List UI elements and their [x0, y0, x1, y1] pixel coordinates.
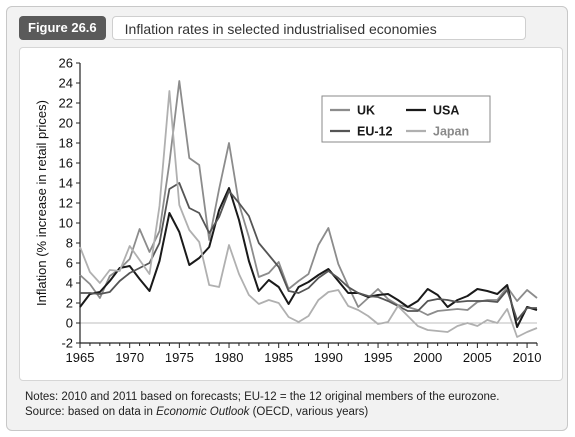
figure-frame: Figure 26.6 Inflation rates in selected … [6, 6, 568, 431]
source-prefix: Source: based on data in [25, 406, 157, 418]
series-line-usa [79, 187, 538, 328]
y-tick-label: 20 [59, 116, 73, 131]
notes-line: Notes: 2010 and 2011 based on forecasts;… [25, 391, 500, 403]
y-tick-label: 2 [66, 296, 73, 311]
y-tick-label: 10 [59, 216, 73, 231]
y-tick-label: 22 [59, 96, 73, 111]
x-tick-label: 2000 [413, 350, 442, 365]
source-title: Economic Outlook [156, 406, 250, 418]
x-tick-label: 1965 [66, 350, 95, 365]
series-line-japan [79, 90, 538, 338]
x-tick-label: 1980 [215, 350, 244, 365]
x-tick-label: 2010 [513, 350, 542, 365]
figure-header: Figure 26.6 Inflation rates in selected … [19, 15, 526, 41]
figure-label: Figure 26.6 [19, 16, 106, 40]
x-tick-label: 1990 [314, 350, 343, 365]
series-line-uk [79, 80, 538, 316]
legend-label-uk: UK [357, 104, 375, 118]
series-line-eu-12 [80, 182, 537, 321]
y-tick-label: 26 [59, 56, 73, 71]
x-tick-label: 1985 [264, 350, 293, 365]
y-tick-label: 6 [66, 256, 73, 271]
legend-label-eu-12: EU-12 [357, 125, 392, 139]
x-tick-label: 2005 [463, 350, 492, 365]
source-suffix: (OECD, various years) [249, 406, 369, 418]
y-tick-label: -2 [61, 336, 73, 351]
legend-label-usa: USA [433, 104, 459, 118]
y-tick-label: 18 [59, 136, 73, 151]
x-tick-label: 1975 [165, 350, 194, 365]
x-tick-label: 1970 [115, 350, 144, 365]
y-tick-label: 14 [59, 176, 73, 191]
y-tick-label: 8 [66, 236, 73, 251]
y-axis-title: Inflation (% increase in retail prices) [34, 100, 49, 306]
figure-notes: Notes: 2010 and 2011 based on forecasts;… [25, 390, 565, 420]
y-tick-label: 4 [66, 276, 73, 291]
y-tick-label: 24 [59, 76, 73, 91]
x-tick-label: 1995 [364, 350, 393, 365]
legend-label-japan: Japan [433, 125, 469, 139]
y-tick-label: 0 [66, 316, 73, 331]
legend-box [321, 95, 491, 143]
y-tick-label: 12 [59, 196, 73, 211]
figure-title: Inflation rates in selected industrialis… [111, 16, 526, 40]
source-line: Source: based on data in Economic Outloo… [25, 405, 565, 420]
y-tick-label: 16 [59, 156, 73, 171]
